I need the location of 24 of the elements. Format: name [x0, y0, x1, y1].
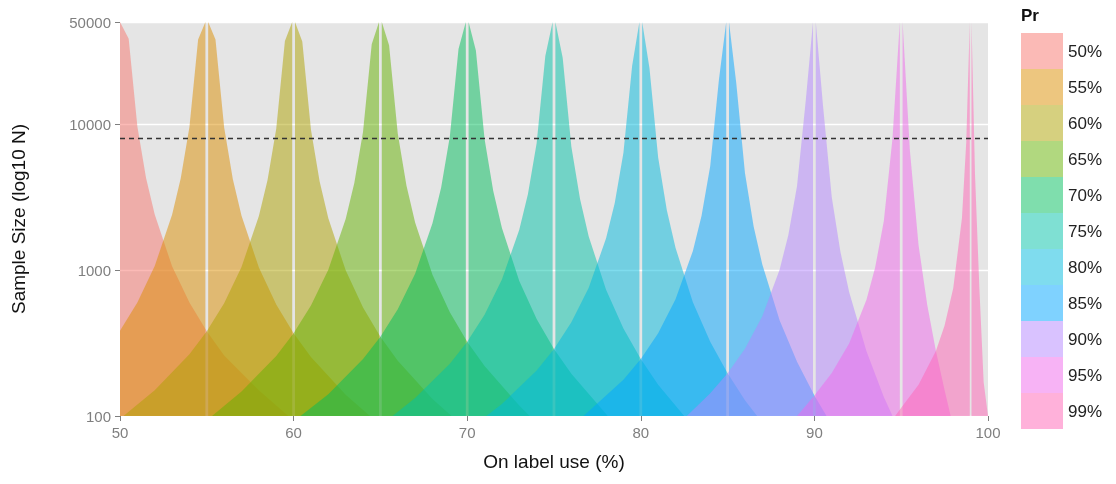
x-tick-label: 60 — [285, 424, 302, 441]
x-tick-label: 70 — [458, 424, 476, 441]
legend-label: 90% — [1068, 329, 1103, 349]
x-tick-label: 90 — [806, 424, 823, 441]
y-tick-label: 10000 — [69, 115, 111, 133]
legend-label: 50% — [1068, 41, 1103, 61]
legend-label: 75% — [1068, 221, 1103, 241]
legend-label: 60% — [1068, 113, 1103, 133]
legend-label: 70% — [1068, 185, 1103, 205]
x-tick-label: 80 — [632, 424, 650, 441]
x-tick-label: 50 — [111, 424, 129, 441]
y-axis-title: Sample Size (log10 N) — [8, 123, 29, 315]
legend-label: 99% — [1068, 401, 1103, 421]
x-axis-title: On label use (%) — [483, 451, 625, 472]
legend-label: 95% — [1068, 365, 1103, 385]
legend-label: 65% — [1068, 149, 1103, 169]
legend-label: 80% — [1068, 257, 1103, 277]
legend-title: Pr — [1021, 6, 1040, 25]
y-tick-label: 100 — [85, 407, 111, 425]
legend-label: 55% — [1068, 77, 1103, 97]
y-tick-label: 1000 — [77, 261, 111, 279]
legend-label: 85% — [1068, 293, 1103, 313]
y-tick-label: 50000 — [69, 13, 111, 31]
x-tick-label: 100 — [975, 424, 1001, 441]
